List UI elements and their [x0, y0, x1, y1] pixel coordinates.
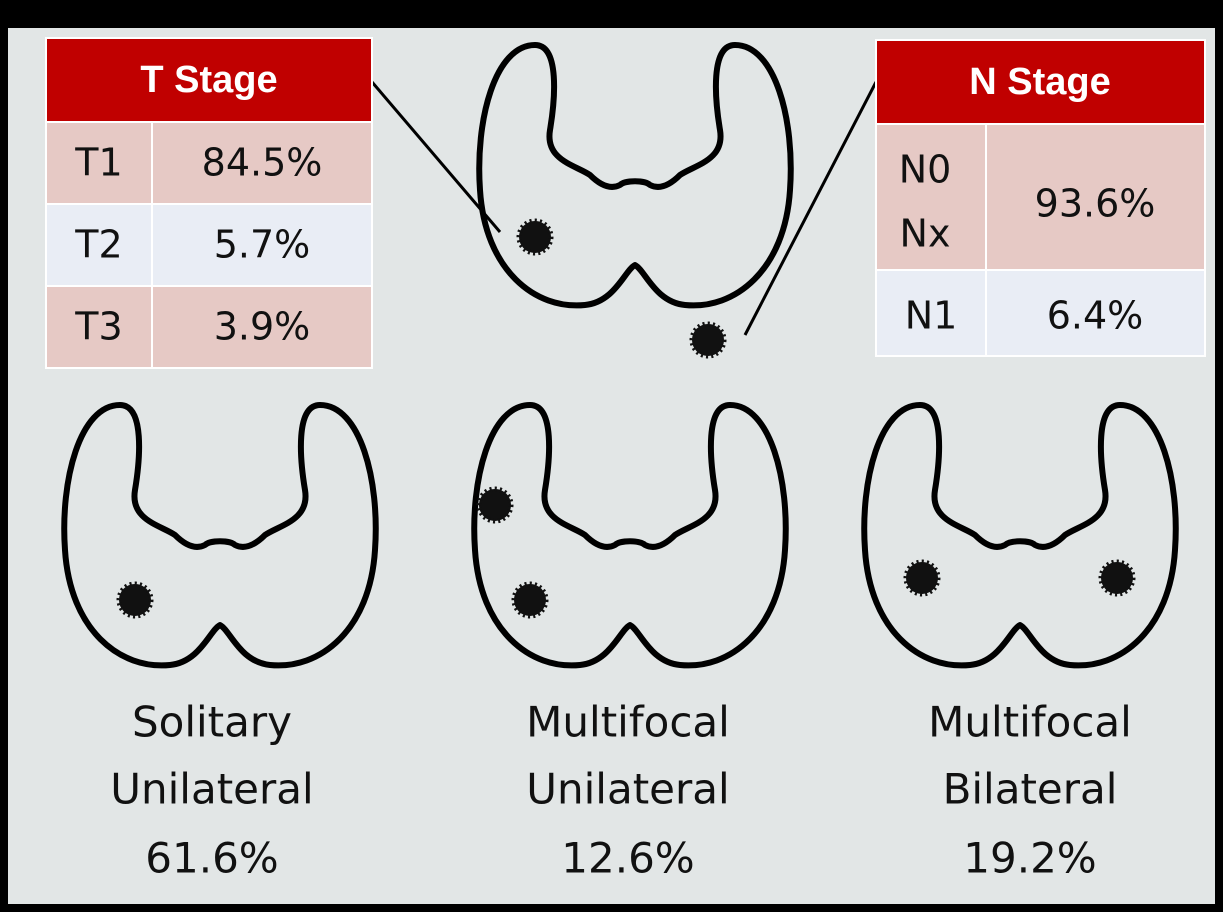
nodule	[1101, 562, 1133, 594]
row-value: 6.4%	[1047, 294, 1144, 338]
n-stage-table: N Stage N0 Nx 93.6% N1 6.4%	[876, 40, 1205, 356]
row-value: 84.5%	[202, 141, 323, 185]
row-label: T3	[74, 305, 122, 349]
caption-line: Bilateral	[943, 765, 1118, 814]
row-label: N1	[905, 294, 958, 338]
nodule	[692, 324, 724, 356]
table-title: N Stage	[969, 61, 1110, 103]
caption-line: Unilateral	[110, 765, 313, 814]
caption-value: 12.6%	[561, 834, 694, 883]
caption-line: Multifocal	[526, 698, 730, 747]
row-value: 5.7%	[214, 223, 311, 267]
caption-line: Multifocal	[928, 698, 1132, 747]
nodule	[479, 489, 511, 521]
row-label: T1	[74, 141, 122, 185]
page: T Stage T1 84.5% T2 5.7% T3 3.9% N Stage…	[0, 0, 1223, 912]
caption-value: 19.2%	[963, 834, 1096, 883]
nodule	[514, 584, 546, 616]
caption-value: 61.6%	[145, 834, 278, 883]
row-value: 3.9%	[214, 305, 311, 349]
row-label: Nx	[900, 212, 951, 256]
t-stage-table: T Stage T1 84.5% T2 5.7% T3 3.9%	[46, 38, 372, 368]
row-label: T2	[74, 223, 122, 267]
row-label: N0	[899, 148, 952, 192]
row-value: 93.6%	[1035, 182, 1156, 226]
nodule	[119, 584, 151, 616]
caption-line: Unilateral	[526, 765, 729, 814]
table-title: T Stage	[140, 59, 277, 101]
nodule	[906, 562, 938, 594]
nodule	[519, 221, 551, 253]
captions: Solitary Unilateral 61.6% Multifocal Uni…	[110, 698, 1132, 883]
caption-line: Solitary	[132, 698, 292, 747]
